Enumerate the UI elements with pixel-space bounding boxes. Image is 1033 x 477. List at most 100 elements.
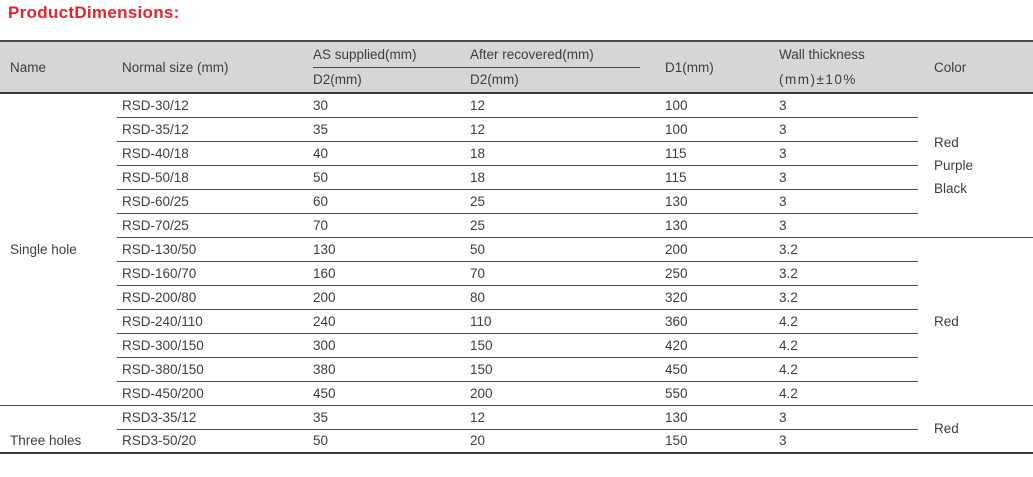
table-row: RSD-200/80 200 80 320 3.2 [0,285,1033,310]
cell-wall-thickness: 4.2 [772,381,918,406]
table-row: RSD-35/12 35 12 100 3 [0,117,1033,142]
cell-as-supplied-d2: 50 [310,165,463,190]
table-row: RSD-300/150 300 150 420 4.2 [0,333,1033,358]
table-row: RSD-40/18 40 18 115 3 [0,141,1033,166]
cell-as-supplied-d2: 240 [310,309,463,334]
table-row: RSD-130/50 130 50 200 3.2 Red [0,237,1033,406]
header-row: Name Normal size (mm) AS supplied(mm) D2… [0,41,1033,94]
cell-d1: 100 [658,117,772,142]
cell-as-supplied-d2: 30 [310,93,463,118]
cell-normal-size: RSD-160/70 [117,261,310,286]
col-header-after-recovered: After recovered(mm) D2(mm) [463,41,658,94]
cell-wall-thickness: 3 [772,213,918,238]
color-line: Purple [934,157,974,173]
cell-after-recovered-d2: 150 [463,333,658,358]
cell-as-supplied-d2: 50 [313,433,329,449]
col-header-wall-thickness-line2: (mm)±10% [779,72,857,87]
cell-normal-size: RSD-200/80 [117,285,310,310]
table-row: Single hole RSD-30/12 30 12 100 3 Red Purple Bla… [0,93,1033,406]
cell-color: Red [918,405,1033,453]
cell-wall-thickness: 3 [772,189,918,214]
cell-wall-thickness: 3 [772,117,918,142]
cell-after-recovered-d2: 18 [463,141,658,166]
cell-wall-thickness: 3 [772,93,918,118]
color-line: Black [934,180,968,196]
cell-after-recovered-d2: 70 [463,261,658,286]
cell-as-supplied-d2: 40 [310,141,463,166]
cell-d1: 130 [658,213,772,238]
cell-wall-thickness: 3 [772,165,918,190]
cell-normal-size: RSD-380/150 [117,357,310,382]
cell-normal-size: RSD-240/110 [117,309,310,334]
cell-normal-size: RSD-300/150 [117,333,310,358]
cell-normal-size: RSD-50/18 [117,165,310,190]
col-header-as-supplied: AS supplied(mm) D2(mm) [310,41,463,94]
cell-color: Red [918,237,1033,406]
col-header-after-recovered-sub: D2(mm) [470,72,519,87]
cell-d1: 115 [658,141,772,166]
cell-as-supplied-d2: 450 [310,381,463,406]
cell-wall-thickness: 4.2 [772,357,918,382]
color-line: Red [934,313,959,329]
table-row: RSD3-50/20 50 20 150 3 [0,429,1033,453]
cell-wall-thickness: 3 [772,405,918,430]
cell-d1: 450 [658,357,772,382]
col-header-as-supplied-label: AS supplied(mm) [313,47,417,62]
cell-wall-thickness: 3 [772,141,918,166]
cell-d1: 550 [658,381,772,406]
cell-wall-thickness: 4.2 [772,333,918,358]
cell-after-recovered-d2: 12 [463,93,658,118]
cell-after-recovered-d2: 20 [470,433,486,449]
product-dimensions-table: Name Normal size (mm) AS supplied(mm) D2… [0,40,1033,454]
cell-as-supplied-d2: 200 [310,285,463,310]
cell-after-recovered-d2: 50 [463,237,658,262]
cell-d1: 115 [658,165,772,190]
cell-normal-size: RSD-40/18 [117,141,310,166]
cell-after-recovered-d2: 25 [463,189,658,214]
cell-d1: 320 [658,285,772,310]
cell-after-recovered-d2: 150 [463,357,658,382]
cell-after-recovered-d2: 80 [463,285,658,310]
cell-as-supplied-d2: 160 [310,261,463,286]
col-header-after-recovered-label: After recovered(mm) [470,47,594,62]
cell-d1: 250 [658,261,772,286]
cell-normal-size: RSD-60/25 [117,189,310,214]
table-row: RSD-160/70 160 70 250 3.2 [0,261,1033,286]
cell-normal-size: RSD-450/200 [117,381,310,406]
cell-d1: 420 [658,333,772,358]
cell-normal-size: RSD3-35/12 [117,405,310,430]
cell-after-recovered-d2: 12 [463,405,658,430]
cell-after-recovered-d2: 25 [463,213,658,238]
row-group-name: Single hole [0,93,117,406]
cell-color: Red Purple Black [918,93,1033,238]
cell-as-supplied-d2: 300 [310,333,463,358]
cell-d1: 130 [658,405,772,430]
cell-wall-thickness: 3.2 [772,237,918,262]
cell-wall-thickness: 3 [779,433,787,449]
cell-as-supplied-d2: 35 [310,405,463,430]
cell-after-recovered-d2: 110 [463,309,658,334]
col-header-color: Color [918,41,1033,94]
cell-as-supplied-d2: 380 [310,357,463,382]
table-row: RSD-380/150 380 150 450 4.2 [0,357,1033,382]
cell-as-supplied-d2: 130 [310,237,463,262]
cell-d1: 200 [658,237,772,262]
cell-d1: 360 [658,309,772,334]
cell-after-recovered-d2: 200 [463,381,658,406]
table-row: RSD-450/200 450 200 550 4.2 [0,381,1033,406]
table-row: RSD-70/25 70 25 130 3 [0,213,1033,238]
cell-wall-thickness: 3.2 [772,261,918,286]
table-row: Three holes RSD3-35/12 35 12 130 3 Red [0,405,1033,448]
table-row: RSD-50/18 50 18 115 3 [0,165,1033,190]
table-row: RSD-60/25 60 25 130 3 [0,189,1033,214]
cell-after-recovered-d2: 18 [463,165,658,190]
col-header-d1: D1(mm) [658,41,772,94]
cell-normal-size: RSD3-50/20 [122,433,197,449]
page-title: ProductDimensions: [8,3,180,22]
col-header-as-supplied-sub: D2(mm) [313,72,362,87]
cell-wall-thickness: 4.2 [772,309,918,334]
cell-d1: 150 [665,433,688,449]
color-line: Red [934,134,959,150]
cell-normal-size: RSD-70/25 [117,213,310,238]
